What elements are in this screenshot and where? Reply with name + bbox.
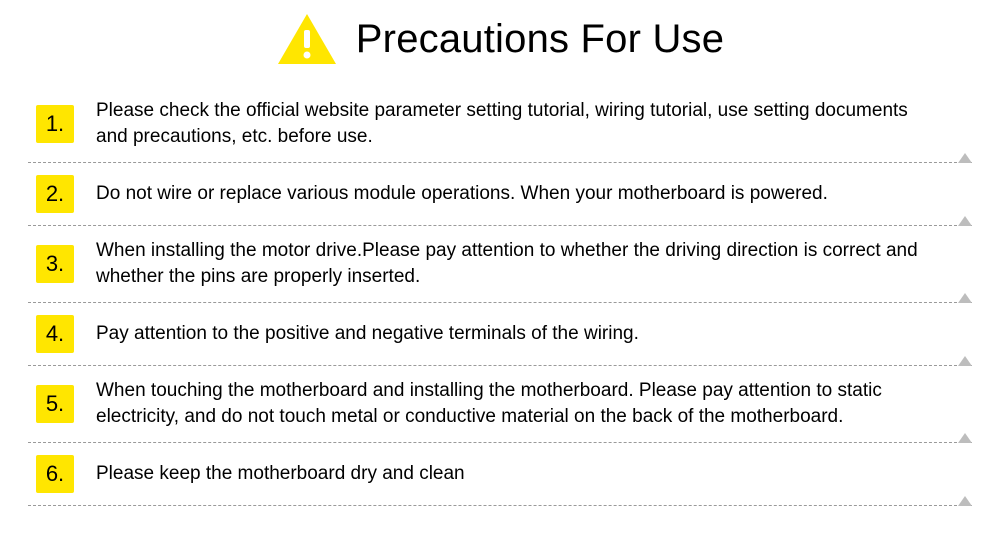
- divider-triangle-icon: [958, 433, 972, 443]
- header: Precautions For Use: [28, 12, 972, 66]
- item-text: Please keep the motherboard dry and clea…: [96, 461, 942, 487]
- item-text: When touching the motherboard and instal…: [96, 378, 942, 430]
- list-item: 2. Do not wire or replace various module…: [28, 163, 972, 226]
- page-container: Precautions For Use 1. Please check the …: [0, 0, 1000, 506]
- list-item: 1. Please check the official website par…: [28, 86, 972, 163]
- item-number: 2.: [36, 175, 74, 213]
- divider-triangle-icon: [958, 216, 972, 226]
- list-item: 3. When installing the motor drive.Pleas…: [28, 226, 972, 303]
- item-text: Pay attention to the positive and negati…: [96, 321, 942, 347]
- item-number: 5.: [36, 385, 74, 423]
- list-item: 5. When touching the motherboard and ins…: [28, 366, 972, 443]
- divider-triangle-icon: [958, 293, 972, 303]
- item-number: 3.: [36, 245, 74, 283]
- item-text: When installing the motor drive.Please p…: [96, 238, 942, 290]
- precautions-list: 1. Please check the official website par…: [28, 86, 972, 506]
- item-number: 6.: [36, 455, 74, 493]
- divider-triangle-icon: [958, 496, 972, 506]
- item-number: 1.: [36, 105, 74, 143]
- item-number: 4.: [36, 315, 74, 353]
- list-item: 6. Please keep the motherboard dry and c…: [28, 443, 972, 506]
- list-item: 4. Pay attention to the positive and neg…: [28, 303, 972, 366]
- page-title: Precautions For Use: [356, 17, 724, 62]
- divider-triangle-icon: [958, 153, 972, 163]
- item-text: Do not wire or replace various module op…: [96, 181, 942, 207]
- warning-icon: [276, 12, 338, 66]
- item-text: Please check the official website parame…: [96, 98, 942, 150]
- divider-triangle-icon: [958, 356, 972, 366]
